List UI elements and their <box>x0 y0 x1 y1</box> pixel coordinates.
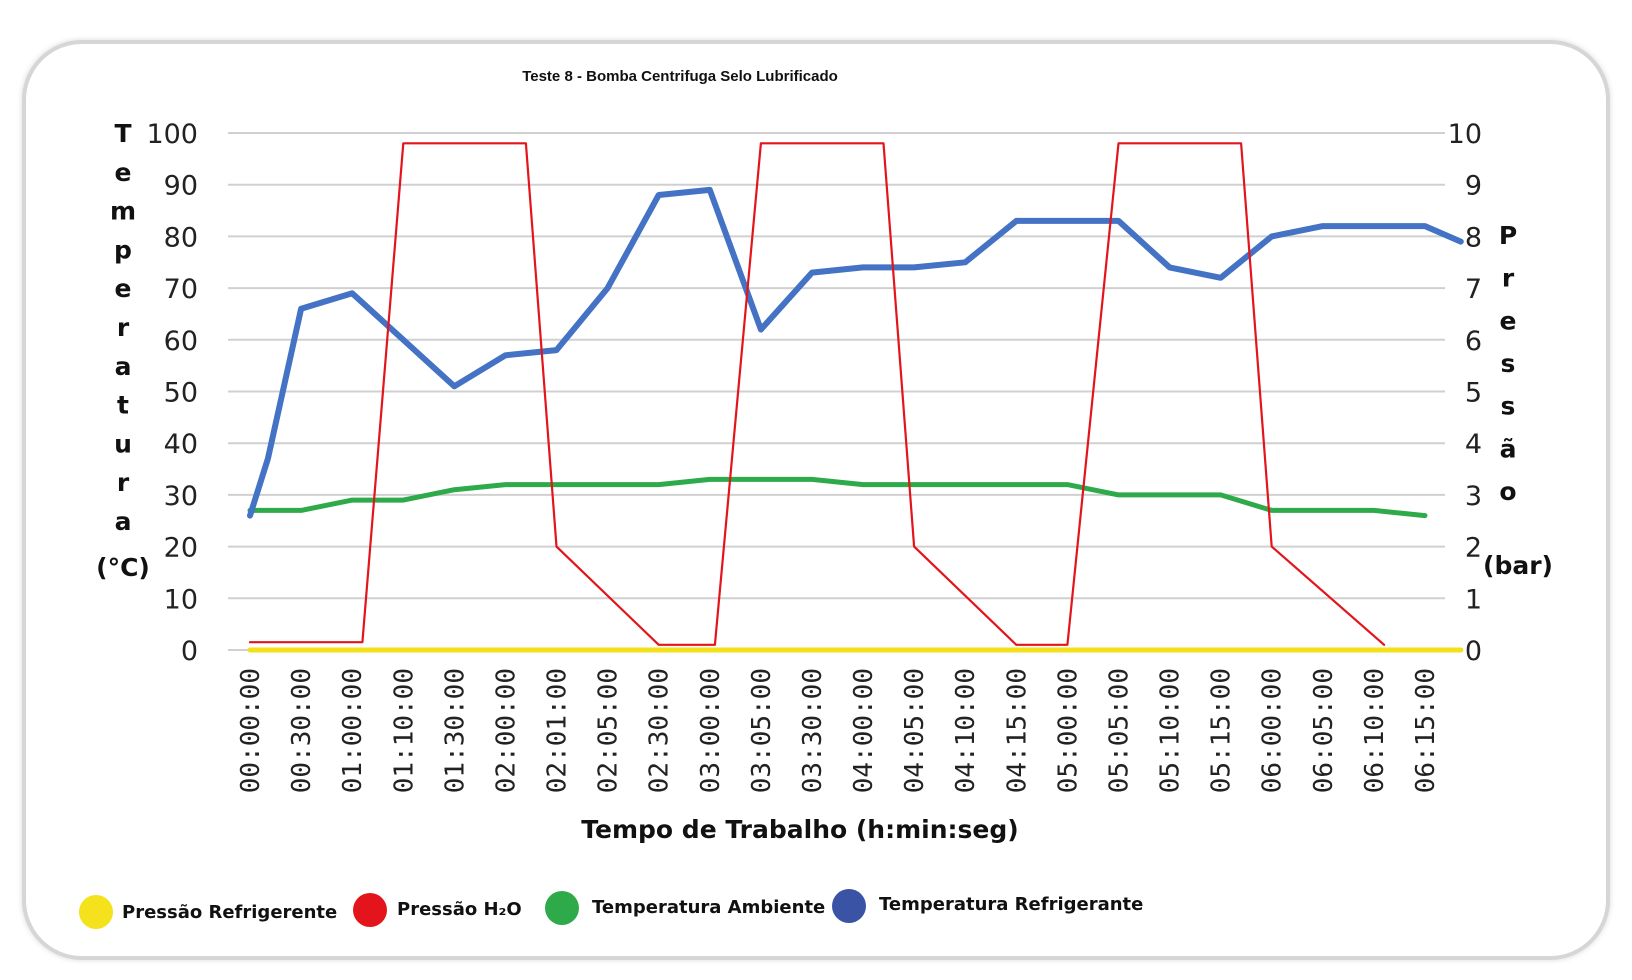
x-tick-label: 06:15:00 <box>1411 668 1441 793</box>
x-tick-label: 05:05:00 <box>1104 668 1134 793</box>
y-right-tick-label: 6 <box>1465 326 1482 357</box>
x-tick-label: 04:15:00 <box>1002 668 1032 793</box>
y-axis-right-label: Pressão <box>1499 221 1517 506</box>
x-tick-label: 04:10:00 <box>951 668 981 793</box>
x-tick-label: 04:00:00 <box>849 668 879 793</box>
y-left-tick-label: 70 <box>164 274 198 305</box>
y-left-tick-label: 80 <box>164 222 198 253</box>
y-axis-left-label-letter: T <box>114 119 131 148</box>
y-axis-left-label: Temperatura <box>110 119 136 536</box>
y-left-tick-label: 90 <box>164 171 198 202</box>
legend-marker <box>545 891 579 925</box>
x-tick-label: 01:30:00 <box>440 668 470 793</box>
chart-frame <box>22 40 1610 960</box>
y-right-tick-label: 5 <box>1465 378 1482 409</box>
y-right-tick-label: 4 <box>1465 429 1482 460</box>
x-tick-label: 05:00:00 <box>1053 668 1083 793</box>
x-tick-label: 03:05:00 <box>747 668 777 793</box>
y-right-tick-label: 3 <box>1465 481 1482 512</box>
legend-label: Temperatura Ambiente <box>592 897 825 918</box>
legend-marker <box>353 893 387 927</box>
series-line-temperatura-ambiente <box>247 476 1428 519</box>
x-tick-label: 02:30:00 <box>645 668 675 793</box>
series-group <box>247 142 1464 653</box>
y-left-tick-label: 60 <box>164 326 198 357</box>
x-tick-label: 03:30:00 <box>798 668 828 793</box>
y-right-tick-label: 10 <box>1448 119 1482 150</box>
gridlines <box>228 132 1445 651</box>
y-axis-left-label-letter: e <box>115 158 132 187</box>
y-left-tick-label: 0 <box>181 636 198 667</box>
x-tick-label: 02:01:00 <box>543 668 573 793</box>
x-tick-label: 06:05:00 <box>1309 668 1339 793</box>
y-right-tick-label: 0 <box>1465 636 1482 667</box>
y-left-tick-label: 10 <box>164 584 198 615</box>
y-axis-right-label-letter: s <box>1501 349 1516 378</box>
y-axis-left-label-letter: r <box>117 468 130 497</box>
y-axis-left-label-letter: t <box>117 391 129 420</box>
y-left-tick-label: 50 <box>164 378 198 409</box>
y-right-tick-label: 9 <box>1465 171 1482 202</box>
x-tick-label: 00:30:00 <box>287 668 317 793</box>
y-left-tick-label: 100 <box>146 119 198 150</box>
y-left-tick-label: 40 <box>164 429 198 460</box>
x-axis-ticks: 00:00:00 00:30:00 01:00:00 01:10:00 01:30:00… <box>236 668 1441 793</box>
x-tick-label: 02:00:00 <box>491 668 521 793</box>
y-axis-right-label-letter: ã <box>1500 434 1517 463</box>
x-tick-label: 05:15:00 <box>1207 668 1237 793</box>
y-axis-right-label-letter: e <box>1500 306 1517 335</box>
legend-marker <box>832 889 866 923</box>
x-axis-label: Tempo de Trabalho (h:min:seg) <box>581 815 1018 844</box>
y-axis-right-label-letter: P <box>1499 221 1517 250</box>
y-axis-left-label-letter: p <box>114 235 132 264</box>
chart-title: Teste 8 - Bomba Centrifuga Selo Lubrific… <box>522 68 838 85</box>
y-axis-left-label-letter: e <box>115 274 132 303</box>
x-tick-label: 05:10:00 <box>1156 668 1186 793</box>
y-axis-left-label-letter: u <box>114 429 132 458</box>
legend-label: Temperatura Refrigerante <box>879 894 1143 915</box>
y-right-tick-label: 1 <box>1465 584 1482 615</box>
y-right-tick-label: 8 <box>1465 222 1482 253</box>
y-axis-left-label-letter: a <box>115 507 132 536</box>
legend: Pressão Refrigerente Pressão H₂O Temperatu… <box>79 889 1143 929</box>
x-tick-label: 00:00:00 <box>236 668 266 793</box>
y-axis-left-ticks: 0 10 20 30 40 50 60 70 80 90 100 <box>146 119 198 667</box>
y-axis-right-label-letter: o <box>1499 477 1516 506</box>
y-axis-right-label-letter: s <box>1501 392 1516 421</box>
y-axis-left-label-letter: m <box>110 197 136 226</box>
series-line-press-o-h-o <box>248 142 1386 646</box>
x-tick-label: 04:05:00 <box>900 668 930 793</box>
y-axis-left-label-letter: r <box>117 313 130 342</box>
x-tick-label: 03:00:00 <box>696 668 726 793</box>
y-left-tick-label: 20 <box>164 533 198 564</box>
legend-label: Pressão H₂O <box>397 899 522 920</box>
y-axis-left-label-letter: a <box>115 352 132 381</box>
series-line-temperatura-refrigerante <box>247 186 1464 519</box>
x-tick-label: 06:00:00 <box>1258 668 1288 793</box>
y-left-tick-label: 30 <box>164 481 198 512</box>
y-axis-right-unit: (bar) <box>1483 551 1553 580</box>
x-tick-label: 01:00:00 <box>338 668 368 793</box>
x-tick-label: 06:10:00 <box>1360 668 1390 793</box>
x-tick-label: 02:05:00 <box>594 668 624 793</box>
x-tick-label: 01:10:00 <box>389 668 419 793</box>
y-axis-left-unit: (°C) <box>96 553 150 582</box>
y-axis-right-label-letter: r <box>1502 264 1515 293</box>
legend-label: Pressão Refrigerente <box>122 902 337 923</box>
y-axis-right-ticks: 0 1 2 3 4 5 6 7 8 9 10 <box>1448 119 1482 667</box>
legend-marker <box>79 895 113 929</box>
y-right-tick-label: 7 <box>1465 274 1482 305</box>
y-right-tick-label: 2 <box>1465 533 1482 564</box>
